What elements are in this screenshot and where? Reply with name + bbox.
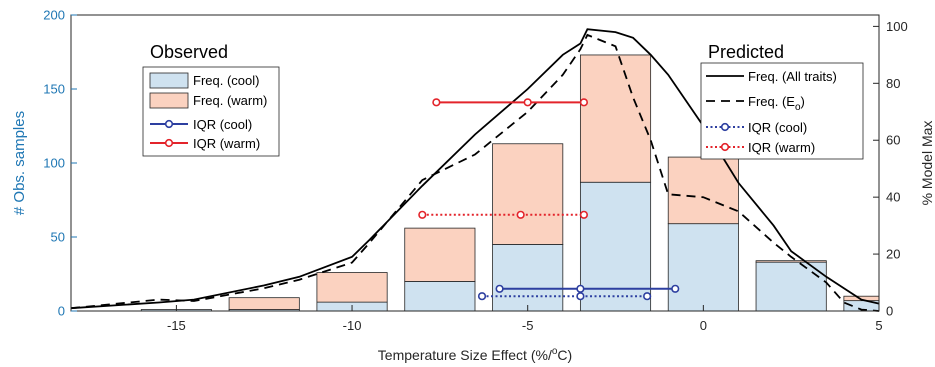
y-left-tick-label-1: 50: [51, 230, 65, 245]
bar-cool-6: [667, 223, 739, 312]
iqr-observed-cool-median: [576, 284, 585, 293]
y-right-tick-label-2: 40: [886, 190, 900, 205]
bar-warm-5: [579, 54, 652, 183]
legend-iqr-cool-marker: [164, 119, 174, 129]
y-left-tick-label-0: 0: [58, 304, 65, 319]
x-axis-label-suffix: C): [557, 347, 572, 363]
legend-pred-iqr-cool-marker: [720, 122, 730, 132]
x-tick-label-4: 5: [875, 318, 882, 333]
legend-observed-item-iqr-cool: IQR (cool): [193, 117, 252, 132]
y-right-tick-label-4: 80: [886, 76, 900, 91]
legend-predicted: Freq. (All traits) Freq. (Eo) IQR (cool)…: [700, 62, 864, 160]
x-tick-label-0: -15: [167, 318, 186, 333]
bar-cool-5: [579, 181, 652, 312]
legend-observed-item-iqr-warm: IQR (warm): [193, 136, 260, 151]
bar-warm-6: [667, 156, 739, 225]
bar-cool-7: [755, 261, 827, 312]
x-axis-label-prefix: Temperature Size Effect (%/: [378, 347, 552, 363]
x-tick-label-2: -5: [522, 318, 534, 333]
legend-iqr-warm-marker: [164, 138, 174, 148]
x-axis-label-degree: o: [552, 346, 558, 357]
legend-observed-item-warm: Freq. (warm): [193, 93, 267, 108]
y-right-tick-label-3: 60: [886, 133, 900, 148]
legend-e-o-close: ): [801, 94, 805, 109]
lines-layer: [70, 28, 880, 312]
legend-predicted-box: [700, 62, 864, 160]
y-axis-right-label: % Model Max: [919, 121, 935, 206]
iqr-observed-cool-high: [671, 284, 680, 293]
legend-observed: Freq. (cool) Freq. (warm) IQR (cool) IQR…: [142, 66, 280, 157]
legend-predicted-title: Predicted: [708, 42, 784, 62]
iqr-observed-warm-low: [432, 98, 441, 107]
x-tick-label-3: 0: [700, 318, 707, 333]
y-right-tick-label-0: 0: [886, 304, 893, 319]
iqr-predicted-warm-high: [579, 210, 589, 219]
x-tick-label-1: -10: [343, 318, 362, 333]
y-axis-left-label: # Obs. samples: [11, 111, 28, 215]
bar-warm-3: [404, 227, 476, 282]
bar-warm-2: [316, 272, 388, 303]
legend-predicted-item-all-traits: Freq. (All traits): [748, 69, 837, 84]
legend-e-o-main: Freq. (E: [748, 94, 795, 109]
legend-swatch-cool: [149, 72, 189, 89]
line-all-traits: [70, 28, 880, 310]
x-axis-label: Temperature Size Effect (%/oC): [378, 346, 572, 363]
iqr-predicted-cool-high: [643, 292, 652, 301]
legend-predicted-item-iqr-cool: IQR (cool): [748, 120, 807, 135]
iqr-layer: [418, 98, 680, 301]
y-right-tick-label-1: 20: [886, 247, 900, 262]
legend-swatch-warm: [149, 92, 189, 109]
legend-observed-title: Observed: [150, 42, 228, 62]
iqr-predicted-warm-low: [418, 210, 427, 219]
legend-predicted-item-iqr-warm: IQR (warm): [748, 140, 815, 155]
iqr-predicted-warm-median: [516, 210, 525, 219]
iqr-observed-cool-low: [495, 284, 504, 293]
iqr-predicted-cool-median: [576, 292, 585, 301]
iqr-observed-warm-median: [523, 98, 532, 107]
legend-predicted-item-e-o: Freq. (Eo): [748, 94, 805, 113]
legend-observed-item-cool: Freq. (cool): [193, 73, 259, 88]
y-right-tick-label-5: 100: [886, 19, 908, 34]
iqr-predicted-cool-low: [477, 292, 487, 301]
bar-cool-3: [404, 280, 476, 312]
y-left-tick-label-2: 100: [43, 156, 65, 171]
legend-pred-iqr-warm-marker: [720, 142, 730, 152]
legend-e-o-sub: o: [795, 102, 801, 113]
bar-warm-1: [228, 297, 300, 310]
bar-cool-4: [492, 243, 564, 312]
bar-warm-7: [755, 260, 827, 263]
y-left-tick-label-4: 200: [43, 8, 65, 23]
line-e-o: [70, 33, 880, 312]
bar-warm-4: [492, 143, 564, 245]
y-left-tick-label-3: 150: [43, 82, 65, 97]
iqr-observed-warm-high: [579, 98, 589, 107]
